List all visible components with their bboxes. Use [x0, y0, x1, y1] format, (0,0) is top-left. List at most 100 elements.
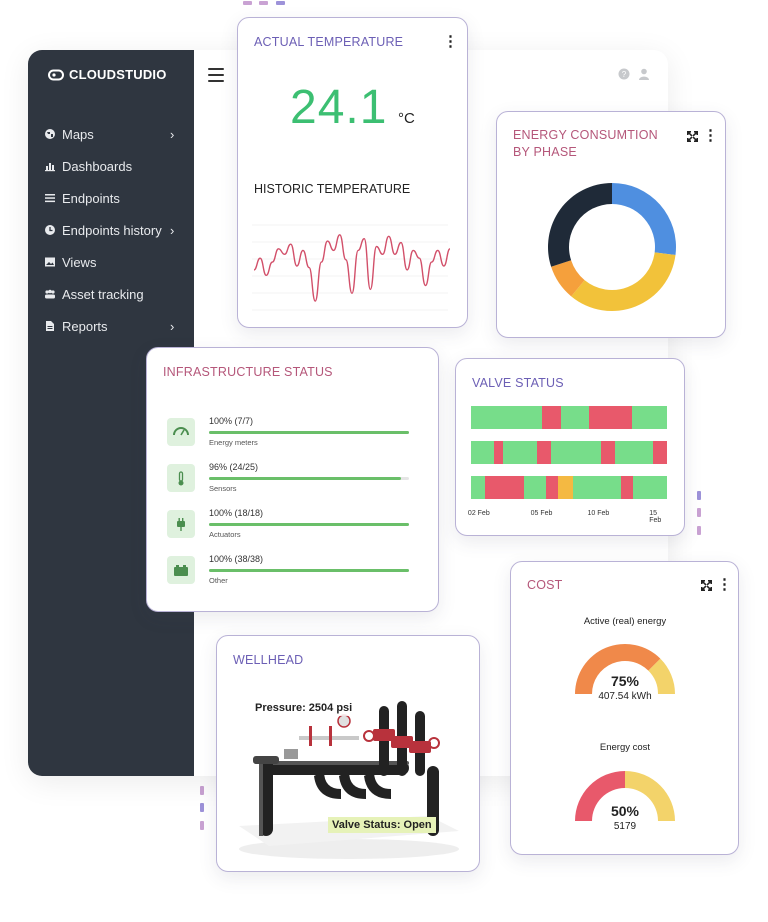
valve-segment-closed[interactable]: [601, 441, 616, 464]
sidebar-item-views[interactable]: Views: [28, 246, 194, 278]
infrastructure-label: Sensors: [209, 484, 237, 493]
valve-tick-label: 05 Feb: [530, 510, 553, 517]
energy-card-title-line1: ENERGY CONSUMTION: [513, 128, 658, 142]
valve-segment-open[interactable]: [471, 406, 542, 429]
card-menu-icon[interactable]: ⋮: [703, 127, 718, 144]
gauge-value: 5179: [613, 821, 637, 832]
infrastructure-value: 100% (18/18): [209, 508, 264, 518]
sidebar-item-endpoints[interactable]: Endpoints: [28, 182, 194, 214]
valve-segment-open[interactable]: [572, 476, 621, 499]
sidebar-item-label: Dashboards: [62, 158, 133, 174]
valve-segment-closed[interactable]: [485, 476, 525, 499]
help-icon[interactable]: ?: [618, 68, 630, 80]
cost-card-title: COST: [527, 578, 563, 592]
valve-card: VALVE STATUS 02 Feb 05 Feb 10 Feb 15 Feb: [455, 358, 685, 536]
pressure-readout: Pressure: 2504 psi: [251, 700, 357, 716]
valve-segment-closed[interactable]: [541, 406, 562, 429]
valve-segment-open[interactable]: [524, 476, 546, 499]
valve-segment-open[interactable]: [471, 441, 495, 464]
infrastructure-row: 96% (24/25) Sensors: [167, 462, 412, 502]
valve-tick-label: 15 Feb: [649, 510, 662, 524]
image-icon: [45, 257, 55, 267]
valve-row: [471, 406, 667, 429]
sidebar-item-endpoints-history[interactable]: Endpoints history ›: [28, 214, 194, 246]
cost-card: COST ⋮ Active (real) energy 75% 407.54 k…: [510, 561, 739, 855]
valve-segment-open[interactable]: [633, 476, 667, 499]
infrastructure-progress: [209, 569, 409, 572]
brand-name: CLOUDSTUDIO: [69, 67, 167, 82]
energy-gauge: [575, 644, 675, 694]
battery-icon: [167, 556, 195, 584]
expand-icon[interactable]: [701, 580, 712, 591]
sidebar-item-asset-tracking[interactable]: Asset tracking: [28, 278, 194, 310]
expand-icon[interactable]: [687, 131, 698, 142]
valve-segment-open[interactable]: [615, 441, 653, 464]
user-icon[interactable]: [638, 68, 650, 80]
bar-chart-icon: [45, 163, 55, 172]
card-menu-icon[interactable]: ⋮: [717, 576, 732, 593]
document-icon: [46, 321, 54, 331]
plug-icon: [167, 510, 195, 538]
history-line: [253, 234, 451, 302]
valve-status-readout: Valve Status: Open: [328, 817, 436, 833]
infrastructure-row: 100% (38/38) Other: [167, 554, 412, 594]
temperature-card-title: ACTUAL TEMPERATURE: [254, 35, 404, 49]
gauge-remainder: [648, 658, 675, 694]
decor-dash: [200, 803, 204, 812]
donut-slice-0[interactable]: [612, 183, 676, 256]
valve-segment-closed[interactable]: [620, 476, 634, 499]
infrastructure-label: Other: [209, 576, 228, 585]
infrastructure-progress: [209, 477, 409, 480]
chevron-right-icon: ›: [170, 222, 175, 238]
valve-segment-open[interactable]: [503, 441, 537, 464]
valve-segment-open[interactable]: [561, 406, 589, 429]
gauge-percent: 75%: [610, 673, 640, 689]
donut-slice-3[interactable]: [548, 183, 612, 267]
decor-dash: [200, 821, 204, 830]
donut-slice-2[interactable]: [551, 260, 585, 297]
temperature-card: ACTUAL TEMPERATURE ⋮ 24.1 °C HISTORIC TE…: [237, 17, 468, 328]
valve-segment-closed[interactable]: [652, 441, 667, 464]
gauge-title: Active (real) energy: [583, 616, 667, 627]
gauge-icon: [167, 418, 195, 446]
sidebar-item-label: Reports: [62, 318, 108, 334]
infrastructure-label: Energy meters: [209, 438, 258, 447]
sidebar-item-maps[interactable]: Maps ›: [28, 118, 194, 150]
valve-segment-partial[interactable]: [558, 476, 573, 499]
decor-dash: [243, 1, 252, 5]
gauge-percent: 50%: [610, 803, 640, 819]
card-menu-icon[interactable]: ⋮: [443, 33, 458, 50]
valve-segment-closed[interactable]: [494, 441, 504, 464]
tracking-icon: [45, 289, 55, 299]
decor-dash: [697, 508, 701, 517]
valve-row: [471, 441, 667, 464]
brand-logo[interactable]: CLOUDSTUDIO: [48, 67, 167, 82]
sidebar-item-label: Endpoints history: [62, 222, 162, 238]
valve-segment-closed[interactable]: [536, 441, 552, 464]
sidebar-item-label: Views: [62, 254, 97, 270]
list-icon: [45, 194, 55, 203]
infrastructure-row: 100% (7/7) Energy meters: [167, 416, 412, 456]
energy-card-title-line2: BY PHASE: [513, 145, 577, 159]
sidebar-item-label: Endpoints: [62, 190, 120, 206]
sidebar-item-reports[interactable]: Reports ›: [28, 310, 194, 342]
wellhead-card-title: WELLHEAD: [233, 653, 304, 667]
globe-icon: [45, 129, 55, 139]
valve-segment-open[interactable]: [631, 406, 667, 429]
valve-segment-closed[interactable]: [545, 476, 559, 499]
clock-icon: [45, 225, 55, 235]
donut-slice-1[interactable]: [571, 252, 676, 311]
energy-card: ENERGY CONSUMTION BY PHASE ⋮: [496, 111, 726, 338]
sidebar-item-dashboards[interactable]: Dashboards: [28, 150, 194, 182]
infrastructure-value: 100% (7/7): [209, 416, 254, 426]
hamburger-icon[interactable]: [208, 68, 224, 86]
valve-segment-open[interactable]: [551, 441, 602, 464]
energy-donut-chart: [548, 183, 676, 311]
history-line-chart: [252, 224, 451, 311]
infrastructure-card: INFRASTRUCTURE STATUS 100% (7/7) Energy m…: [146, 347, 439, 612]
decor-dash: [200, 786, 204, 795]
valve-segment-open[interactable]: [471, 476, 486, 499]
infrastructure-progress-fill: [209, 569, 409, 572]
chevron-right-icon: ›: [170, 318, 175, 334]
valve-segment-closed[interactable]: [588, 406, 632, 429]
